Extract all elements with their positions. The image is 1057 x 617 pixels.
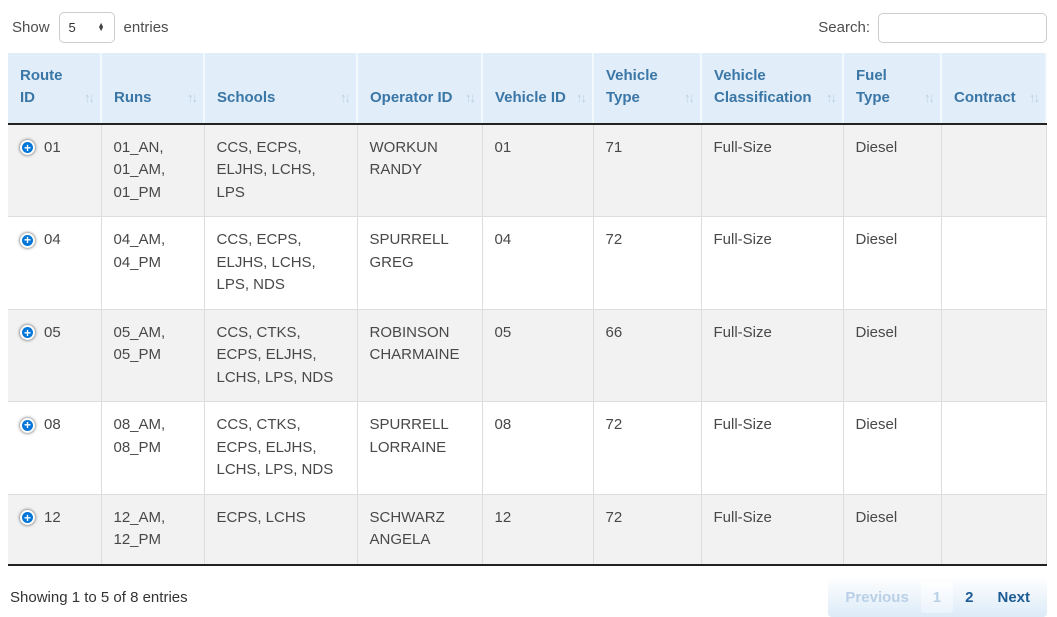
route-id-cell: 01 <box>44 138 61 156</box>
route-id-cell: 08 <box>44 416 61 433</box>
column-header-fuel-type[interactable]: Fuel Type ↑↓ <box>843 53 942 125</box>
show-label: Show <box>12 19 50 36</box>
vehicle-classification-cell: Full-Size <box>701 309 844 402</box>
vehicle-classification-cell: Full-Size <box>701 494 844 566</box>
sort-icon: ↑↓ <box>465 89 476 105</box>
schools-cell: ECPS, LCHS <box>204 494 358 566</box>
fuel-type-cell: Diesel <box>843 123 942 217</box>
table-row: +04 04_AM, 04_PM CCS, ECPS, ELJHS, LCHS,… <box>8 216 1047 310</box>
column-header-operator-id[interactable]: Operator ID ↑↓ <box>357 53 483 125</box>
operator-id-cell: ROBINSON CHARMAINE <box>357 309 483 402</box>
vehicle-id-cell: 05 <box>482 309 594 402</box>
schools-cell: CCS, ECPS, ELJHS, LCHS, LPS, NDS <box>204 216 358 310</box>
operator-id-cell: SPURRELL GREG <box>357 216 483 310</box>
route-id-cell: 12 <box>44 508 61 526</box>
expand-row-button[interactable]: + <box>20 232 35 248</box>
header-row: Route ID ↑↓ Runs ↑↓ Schools ↑↓ Operator ID ↑… <box>8 53 1047 125</box>
runs-cell: 04_AM, 04_PM <box>101 216 205 310</box>
vehicle-type-cell: 72 <box>593 216 702 310</box>
runs-cell: 01_AN, 01_AM, 01_PM <box>101 123 205 217</box>
column-header-vehicle-classification[interactable]: Vehicle Classification ↑↓ <box>701 53 844 125</box>
operator-id-cell: SCHWARZ ANGELA <box>357 494 483 566</box>
select-arrows-icon: ▲ ▼ <box>97 21 105 33</box>
column-header-vehicle-type[interactable]: Vehicle Type ↑↓ <box>593 53 702 125</box>
column-header-schools[interactable]: Schools ↑↓ <box>204 53 358 125</box>
sort-icon: ↑↓ <box>187 89 198 105</box>
table-row: +01 01_AN, 01_AM, 01_PM CCS, ECPS, ELJHS… <box>8 123 1047 217</box>
column-header-route-id[interactable]: Route ID ↑↓ <box>8 53 102 125</box>
vehicle-id-cell: 08 <box>482 401 594 495</box>
vehicle-id-cell: 12 <box>482 494 594 566</box>
pagination: Previous 1 2 Next <box>828 577 1047 617</box>
table-row: +08 08_AM, 08_PM CCS, CTKS, ECPS, ELJHS,… <box>8 401 1047 495</box>
fuel-type-cell: Diesel <box>843 216 942 310</box>
contract-cell <box>941 401 1047 495</box>
schools-cell: CCS, CTKS, ECPS, ELJHS, LCHS, LPS, NDS <box>204 401 358 495</box>
sort-icon: ↑↓ <box>340 89 351 105</box>
contract-cell <box>941 216 1047 310</box>
table-row: +12 12_AM, 12_PM ECPS, LCHS SCHWARZ ANGE… <box>8 494 1047 566</box>
contract-cell <box>941 309 1047 402</box>
route-id-cell: 04 <box>44 231 61 248</box>
sort-icon: ↑↓ <box>576 89 587 105</box>
schools-cell: CCS, CTKS, ECPS, ELJHS, LCHS, LPS, NDS <box>204 309 358 402</box>
table-controls: Show 5 ▲ ▼ entries Search: <box>0 0 1057 53</box>
runs-cell: 05_AM, 05_PM <box>101 309 205 402</box>
column-header-contract[interactable]: Contract ↑↓ <box>941 53 1047 125</box>
fuel-type-cell: Diesel <box>843 494 942 566</box>
sort-icon: ↑↓ <box>84 89 95 105</box>
sort-icon: ↑↓ <box>826 89 837 105</box>
vehicle-type-cell: 66 <box>593 309 702 402</box>
route-id-cell: 05 <box>44 323 61 341</box>
column-header-runs[interactable]: Runs ↑↓ <box>101 53 205 125</box>
expand-row-button[interactable]: + <box>20 325 35 341</box>
runs-cell: 12_AM, 12_PM <box>101 494 205 566</box>
next-page-button[interactable]: Next <box>997 588 1030 606</box>
contract-cell <box>941 494 1047 566</box>
fuel-type-cell: Diesel <box>843 309 942 402</box>
fuel-type-cell: Diesel <box>843 401 942 495</box>
vehicle-id-cell: 01 <box>482 123 594 217</box>
expand-row-button[interactable]: + <box>20 140 35 156</box>
table-info: Showing 1 to 5 of 8 entries <box>10 588 188 606</box>
expand-row-button[interactable]: + <box>20 417 35 433</box>
page-length-control: Show 5 ▲ ▼ entries <box>12 12 169 43</box>
entries-select-value: 5 <box>68 20 76 35</box>
contract-cell <box>941 123 1047 217</box>
table-footer: Showing 1 to 5 of 8 entries Previous 1 2… <box>0 566 1057 617</box>
routes-table: Route ID ↑↓ Runs ↑↓ Schools ↑↓ Operator ID ↑… <box>8 53 1047 566</box>
vehicle-classification-cell: Full-Size <box>701 216 844 310</box>
schools-cell: CCS, ECPS, ELJHS, LCHS, LPS <box>204 123 358 217</box>
sort-icon: ↑↓ <box>684 89 695 105</box>
sort-icon: ↑↓ <box>1029 89 1040 105</box>
previous-page-button[interactable]: Previous <box>845 588 909 606</box>
vehicle-type-cell: 72 <box>593 494 702 566</box>
entries-select[interactable]: 5 ▲ ▼ <box>58 12 115 43</box>
column-header-vehicle-id[interactable]: Vehicle ID ↑↓ <box>482 53 594 125</box>
search-input[interactable] <box>878 12 1047 43</box>
operator-id-cell: WORKUN RANDY <box>357 123 483 217</box>
entries-label: entries <box>123 19 169 36</box>
page-button-2[interactable]: 2 <box>965 588 974 606</box>
vehicle-classification-cell: Full-Size <box>701 123 844 217</box>
vehicle-type-cell: 71 <box>593 123 702 217</box>
vehicle-type-cell: 72 <box>593 401 702 495</box>
page-button-1[interactable]: 1 <box>920 581 954 613</box>
search-label: Search: <box>818 19 870 36</box>
sort-icon: ↑↓ <box>924 89 935 105</box>
table-row: +05 05_AM, 05_PM CCS, CTKS, ECPS, ELJHS,… <box>8 309 1047 402</box>
vehicle-classification-cell: Full-Size <box>701 401 844 495</box>
operator-id-cell: SPURRELL LORRAINE <box>357 401 483 495</box>
expand-row-button[interactable]: + <box>20 510 35 526</box>
search-control: Search: <box>818 12 1047 43</box>
vehicle-id-cell: 04 <box>482 216 594 310</box>
runs-cell: 08_AM, 08_PM <box>101 401 205 495</box>
